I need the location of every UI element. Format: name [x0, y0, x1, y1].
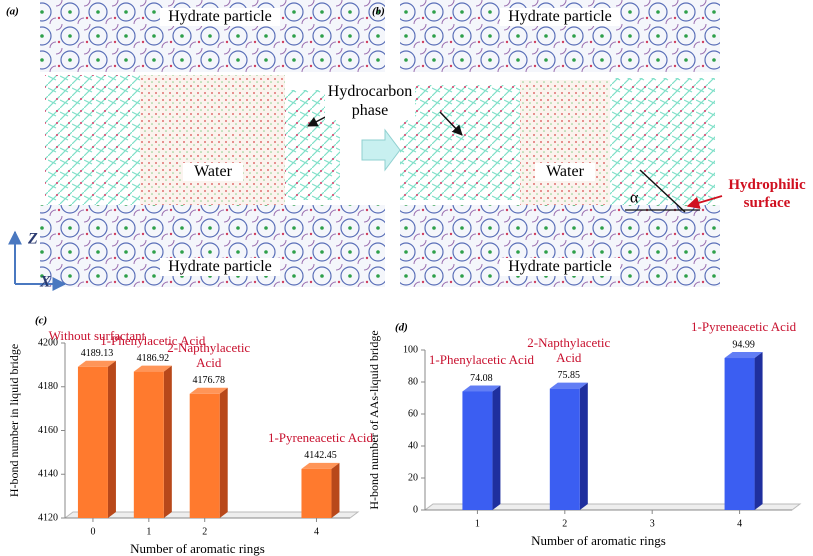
bar: [77, 366, 108, 518]
bar-side: [163, 365, 172, 518]
x-tick-label: 4: [737, 518, 742, 529]
bar-annotation: 2-Napthylacetic Acid: [527, 334, 611, 365]
bar-side: [219, 387, 228, 518]
y-tick-label: 4140: [38, 469, 58, 480]
bar: [189, 393, 220, 518]
pointer: [686, 195, 723, 209]
transition-arrow: [361, 128, 401, 172]
bar-top: [189, 387, 228, 394]
bar-annotation: 2-Napthylacetic Acid: [167, 339, 251, 370]
bar-annotation: Without surfactant: [48, 327, 146, 343]
y-tick-label: 40: [408, 440, 418, 451]
x-tick-label: 0: [90, 526, 95, 537]
y-tick-label: 4200: [38, 337, 58, 348]
water-a: [140, 75, 285, 205]
hydrocarbon-label: Hydrocarbon phase: [325, 82, 415, 120]
value-label: 94.99: [732, 339, 755, 350]
value-label: 4142.45: [304, 450, 337, 461]
value-label: 75.85: [558, 370, 581, 381]
water-b: [520, 80, 610, 205]
y-tick-label: 80: [408, 376, 418, 387]
y-tick-label: 0: [413, 504, 418, 515]
bar: [462, 391, 493, 510]
hydrate-label: Hydrate particle: [160, 258, 280, 276]
bar-top: [301, 462, 340, 469]
bar: [301, 468, 332, 518]
panel-label: (b): [372, 6, 385, 18]
y-tick-label: 60: [408, 408, 418, 419]
panel-label: (a): [6, 6, 19, 18]
bar-side: [331, 462, 340, 518]
bar-annotation: 1-Phenylacetic Acid: [428, 352, 534, 368]
bar-top: [462, 385, 501, 392]
x-tick-label: 3: [650, 518, 655, 529]
bar-annotation: 1-Phenylacetic Acid: [100, 332, 206, 348]
panel-label: (d): [395, 322, 408, 334]
bar: [549, 388, 580, 510]
panel-label: (c): [35, 315, 47, 327]
bar: [133, 371, 164, 518]
x-tick-label: 2: [202, 526, 207, 537]
bar-top: [549, 382, 588, 389]
x-tick-label: 1: [146, 526, 151, 537]
x-axis-label: Number of aromatic rings: [130, 541, 265, 556]
x-axis-label: Number of aromatic rings: [531, 533, 666, 548]
bar-annotation: 1-Pyreneacetic Acid: [691, 319, 797, 335]
value-label: 74.08: [470, 373, 493, 384]
hydrate-label: Hydrate particle: [500, 258, 620, 276]
angle-label: α: [630, 190, 639, 207]
water-label: Water: [535, 163, 595, 181]
bar-top: [133, 365, 172, 372]
bar-side: [754, 352, 763, 510]
y-tick-label: 100: [403, 344, 418, 355]
y-tick-label: 20: [408, 472, 418, 483]
bar-side: [492, 385, 501, 510]
axis-x: X: [39, 274, 51, 291]
surface-label: Hydrophilic surface: [728, 177, 806, 211]
y-axis-label: H-bond number of AAs-liquid bridge: [367, 330, 381, 509]
bar-annotation: 1-Pyreneacetic Acid: [267, 429, 373, 445]
angle-line: [639, 169, 686, 213]
y-axis-label: H-bond number in liquid bridge: [7, 344, 21, 497]
value-label: 4189.13: [81, 348, 114, 359]
bar-top: [77, 360, 116, 367]
y-tick-label: 4120: [38, 512, 58, 523]
hydrate-label: Hydrate particle: [160, 8, 280, 26]
y-tick-label: 4160: [38, 425, 58, 436]
x-tick-label: 1: [475, 518, 480, 529]
bar: [724, 358, 755, 510]
water-label: Water: [183, 163, 243, 181]
bar-side: [579, 382, 588, 510]
bar-side: [107, 360, 116, 518]
pointer: [439, 111, 463, 136]
value-label: 4176.78: [192, 375, 225, 386]
hydrate-label: Hydrate particle: [500, 8, 620, 26]
hydrocarbon-b-left: [400, 85, 520, 200]
x-tick-label: 2: [562, 518, 567, 529]
y-tick-label: 4180: [38, 381, 58, 392]
x-tick-label: 4: [314, 526, 319, 537]
value-label: 4186.92: [137, 353, 170, 364]
hydrocarbon-a-left: [45, 75, 140, 205]
axis-z: Z: [27, 231, 38, 248]
bar-top: [724, 352, 763, 359]
hydrocarbon-b-right: [610, 78, 715, 205]
